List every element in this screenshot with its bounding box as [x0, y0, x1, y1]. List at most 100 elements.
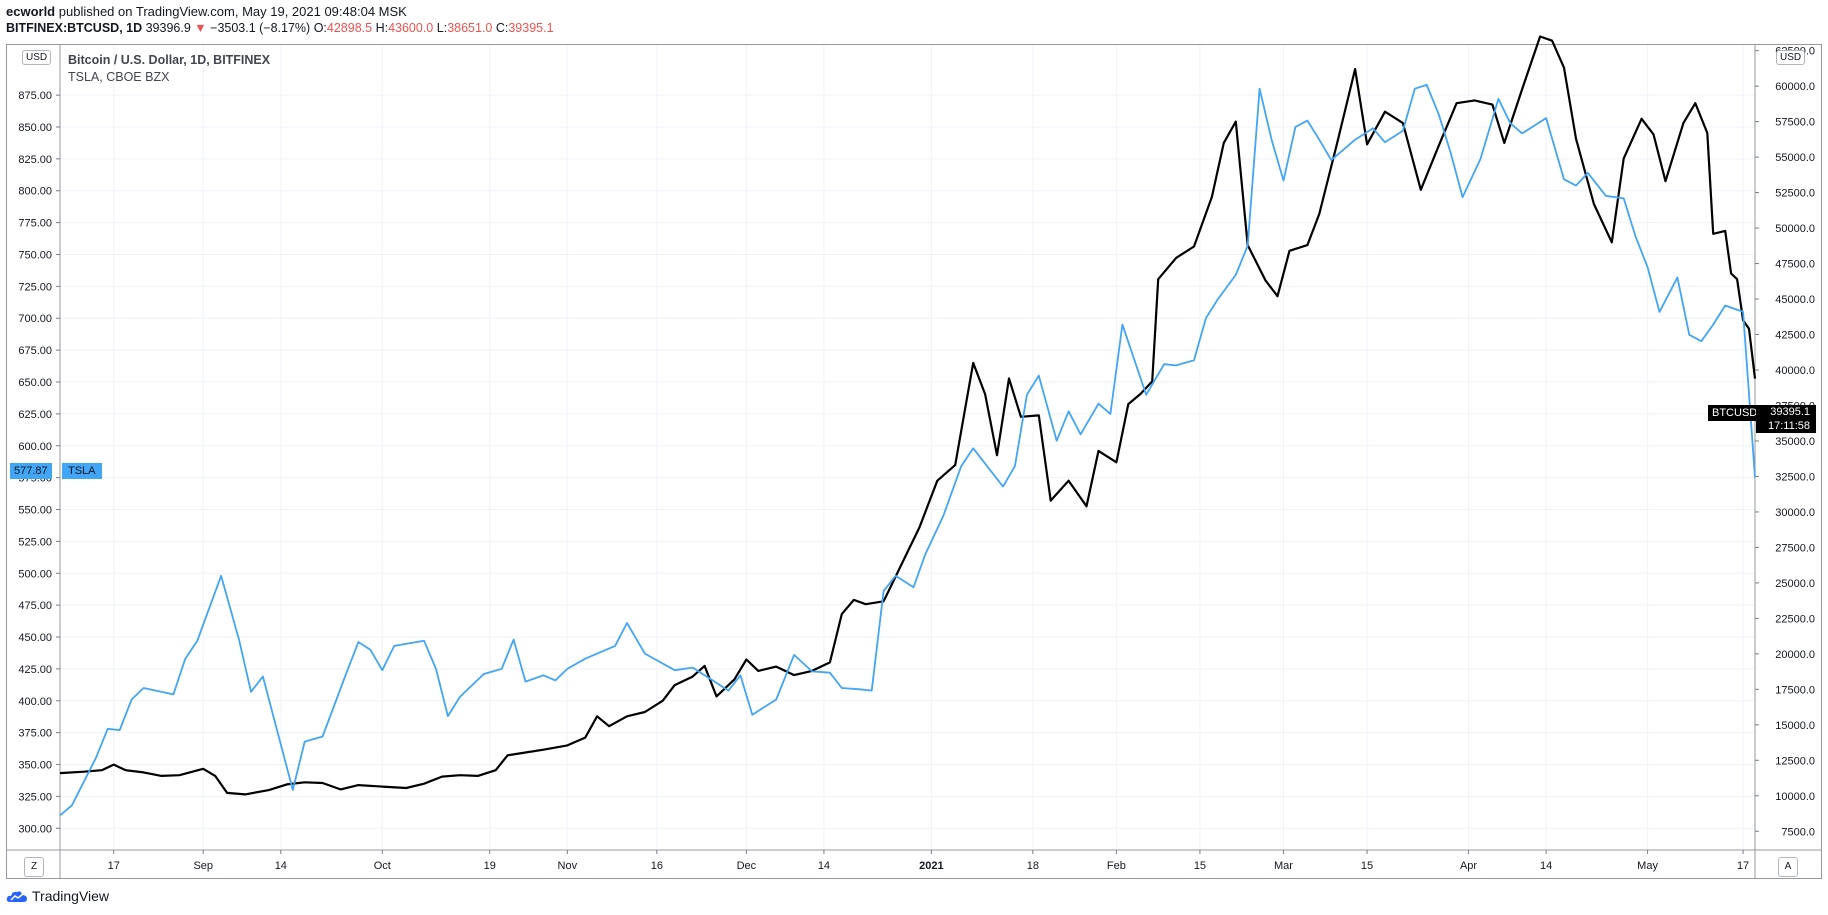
right-tick-label: 57500.0	[1775, 117, 1815, 129]
left-tick-label: 775.00	[18, 218, 52, 230]
left-tick-label: 625.00	[18, 409, 52, 421]
right-tick-label: 20000.0	[1775, 649, 1815, 661]
tradingview-logo[interactable]: TradingView	[6, 888, 109, 904]
time-tick-label: Apr	[1460, 860, 1477, 872]
left-tick-label: 325.00	[18, 791, 52, 803]
right-tick-label: 25000.0	[1775, 578, 1815, 590]
legend-btcusd[interactable]: Bitcoin / U.S. Dollar, 1D, BITFINEX	[68, 53, 271, 67]
left-scale-currency[interactable]: USD	[22, 50, 52, 65]
time-tick-label: 18	[1027, 860, 1039, 872]
right-tick-label: 22500.0	[1775, 613, 1815, 625]
right-tick-label: 42500.0	[1775, 330, 1815, 342]
price-change: −3503.1 (−8.17%)	[210, 21, 311, 35]
right-tick-label: 35000.0	[1775, 436, 1815, 448]
left-tick-label: 550.00	[18, 505, 52, 517]
open-value: 42898.5	[326, 21, 373, 35]
time-tick-label: 2021	[919, 860, 943, 872]
published-text: published on TradingView.com, May 19, 20…	[58, 4, 407, 19]
left-tick-label: 650.00	[18, 377, 52, 389]
right-tick-label: 7500.0	[1781, 826, 1815, 838]
close-label: C:	[495, 21, 509, 35]
publish-line: ecworld published on TradingView.com, Ma…	[6, 4, 407, 19]
right-tick-label: 52500.0	[1775, 188, 1815, 200]
chart-frame[interactable]	[6, 44, 1822, 879]
down-arrow-icon: ▼	[194, 21, 207, 35]
close-value: 39395.1	[508, 21, 554, 35]
series-lines	[59, 35, 1757, 817]
left-tick-label: 425.00	[18, 664, 52, 676]
ohlc-line: BITFINEX:BTCUSD, 1D 39396.9 ▼ −3503.1 (−…	[6, 21, 554, 35]
left-tick-label: 450.00	[18, 632, 52, 644]
left-axis-ticks: 300.00 325.00 350.00 375.00 400.00 425.00 450.…	[18, 90, 60, 835]
time-tick-label: Dec	[737, 860, 757, 872]
btc-name-label: BTCUSD	[1708, 405, 1762, 421]
time-tick-label: 19	[484, 860, 496, 872]
symbol-label: BITFINEX:BTCUSD, 1D	[6, 21, 143, 35]
axis-lines	[6, 44, 1822, 879]
open-label: O:	[313, 21, 327, 35]
time-tick-label: May	[1637, 860, 1658, 872]
tsla-price-label: 577.87	[10, 463, 52, 479]
tradingview-brand: TradingView	[32, 888, 110, 904]
left-tick-label: 675.00	[18, 345, 52, 357]
right-scale-currency[interactable]: USD	[1776, 50, 1806, 65]
left-tick-label: 475.00	[18, 600, 52, 612]
high-value: 43600.0	[388, 21, 434, 35]
time-tick-label: 14	[1540, 860, 1552, 872]
right-tick-label: 55000.0	[1775, 152, 1815, 164]
time-tick-label: Feb	[1107, 860, 1126, 872]
left-tick-label: 300.00	[18, 823, 52, 835]
legend-tsla[interactable]: TSLA, CBOE BZX	[68, 70, 170, 84]
grid-lines	[60, 45, 1755, 849]
tradingview-cloud-icon	[6, 891, 28, 902]
btc-countdown: 17:11:58	[1767, 420, 1810, 432]
time-tick-label: 17	[108, 860, 120, 872]
left-tick-label: 350.00	[18, 760, 52, 772]
left-tick-label: 600.00	[18, 441, 52, 453]
right-tick-label: 27500.0	[1775, 542, 1815, 554]
right-tick-label: 17500.0	[1775, 684, 1815, 696]
right-tick-label: 12500.0	[1775, 755, 1815, 767]
time-axis-ticks: 17 Sep 14 Oct 19 Nov 16 Dec 14 2021 18 Feb 15 Mar 15 Ap…	[108, 850, 1749, 872]
btc-price-label: 39395.1 17:11:58	[1756, 405, 1816, 433]
right-tick-label: 30000.0	[1775, 507, 1815, 519]
left-tick-label: 400.00	[18, 696, 52, 708]
right-tick-label: 40000.0	[1775, 365, 1815, 377]
left-tick-label: 725.00	[18, 281, 52, 293]
tsla-name-label: TSLA	[62, 463, 102, 479]
series-line-btcusd	[59, 35, 1757, 796]
time-tick-label: 14	[275, 860, 287, 872]
auto-scale-button[interactable]: A	[1778, 857, 1798, 877]
author-name[interactable]: ecworld	[6, 4, 56, 19]
time-tick-label: Oct	[374, 860, 391, 872]
left-tick-label: 375.00	[18, 728, 52, 740]
left-tick-label: 750.00	[18, 249, 52, 261]
right-axis-ticks: 7500.0 10000.0 12500.0 15000.0 17500.0 20000.…	[1755, 46, 1815, 838]
time-tick-label: 16	[651, 860, 663, 872]
last-price: 39396.9	[145, 21, 191, 35]
right-tick-label: 47500.0	[1775, 259, 1815, 271]
left-tick-label: 500.00	[18, 568, 52, 580]
time-tick-label: Mar	[1274, 860, 1293, 872]
left-tick-label: 825.00	[18, 154, 52, 166]
btc-price-value: 39395.1	[1770, 406, 1810, 418]
right-tick-label: 15000.0	[1775, 720, 1815, 732]
left-tick-label: 525.00	[18, 536, 52, 548]
chart-legend[interactable]: Bitcoin / U.S. Dollar, 1D, BITFINEX TSLA…	[68, 52, 270, 86]
right-tick-label: 32500.0	[1775, 471, 1815, 483]
time-tick-label: 15	[1361, 860, 1373, 872]
time-tick-label: 15	[1194, 860, 1206, 872]
time-tick-label: 14	[818, 860, 830, 872]
zoom-reset-button[interactable]: Z	[24, 857, 44, 877]
time-tick-label: Sep	[193, 860, 213, 872]
left-tick-label: 700.00	[18, 313, 52, 325]
low-value: 38651.0	[447, 21, 493, 35]
time-tick-label: 17	[1737, 860, 1749, 872]
time-tick-label: Nov	[558, 860, 578, 872]
low-label: L:	[436, 21, 448, 35]
right-tick-label: 45000.0	[1775, 294, 1815, 306]
right-tick-label: 10000.0	[1775, 791, 1815, 803]
left-tick-label: 800.00	[18, 186, 52, 198]
right-tick-label: 50000.0	[1775, 223, 1815, 235]
